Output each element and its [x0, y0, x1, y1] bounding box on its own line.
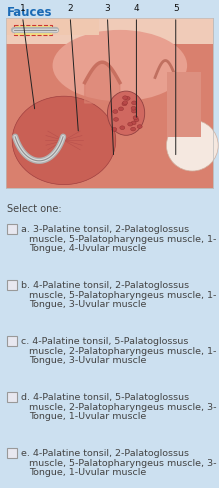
FancyBboxPatch shape: [14, 25, 51, 35]
FancyBboxPatch shape: [7, 280, 17, 290]
FancyBboxPatch shape: [6, 18, 213, 188]
Text: muscle, 2-Palatopharyngeus muscle, 1-: muscle, 2-Palatopharyngeus muscle, 1-: [29, 346, 216, 355]
Text: c. 4-Palatine tonsil, 5-Palatoglossus: c. 4-Palatine tonsil, 5-Palatoglossus: [21, 337, 188, 346]
Ellipse shape: [123, 96, 128, 100]
Ellipse shape: [137, 125, 142, 128]
Ellipse shape: [125, 97, 130, 100]
Text: 1: 1: [20, 4, 25, 13]
Ellipse shape: [112, 127, 117, 131]
Text: a. 3-Palatine tonsil, 2-Palatoglossus: a. 3-Palatine tonsil, 2-Palatoglossus: [21, 225, 189, 234]
Ellipse shape: [128, 122, 133, 126]
Ellipse shape: [113, 110, 118, 113]
Text: 3: 3: [104, 4, 110, 13]
Ellipse shape: [134, 118, 139, 122]
Text: Fauces: Fauces: [7, 6, 53, 19]
Ellipse shape: [118, 107, 124, 111]
Ellipse shape: [131, 106, 136, 110]
Ellipse shape: [114, 118, 118, 122]
Text: muscle, 5-Palatopharyngeus muscle, 1-: muscle, 5-Palatopharyngeus muscle, 1-: [29, 290, 216, 300]
FancyBboxPatch shape: [7, 392, 17, 402]
Polygon shape: [85, 62, 120, 103]
Ellipse shape: [166, 120, 218, 171]
Text: d. 4-Palatine tonsil, 5-Palatoglossus: d. 4-Palatine tonsil, 5-Palatoglossus: [21, 393, 189, 402]
Ellipse shape: [120, 126, 125, 130]
Text: 2: 2: [67, 4, 73, 13]
FancyBboxPatch shape: [168, 72, 201, 137]
FancyBboxPatch shape: [7, 336, 17, 346]
Text: 4: 4: [134, 4, 139, 13]
FancyBboxPatch shape: [6, 18, 213, 43]
FancyBboxPatch shape: [6, 43, 213, 188]
Ellipse shape: [133, 116, 138, 120]
Text: e. 4-Palatine tonsil, 2-Palatoglossus: e. 4-Palatine tonsil, 2-Palatoglossus: [21, 449, 189, 458]
Text: Tongue, 3-Uvular muscle: Tongue, 3-Uvular muscle: [29, 300, 146, 309]
FancyBboxPatch shape: [6, 18, 99, 35]
Ellipse shape: [132, 109, 136, 113]
Ellipse shape: [123, 101, 128, 104]
FancyBboxPatch shape: [7, 224, 17, 234]
Text: Tongue, 4-Uvular muscle: Tongue, 4-Uvular muscle: [29, 244, 146, 253]
Text: Tongue, 1-Uvular muscle: Tongue, 1-Uvular muscle: [29, 468, 146, 477]
Ellipse shape: [122, 102, 127, 106]
Text: muscle, 5-Palatopharyngeus muscle, 1-: muscle, 5-Palatopharyngeus muscle, 1-: [29, 235, 216, 244]
FancyBboxPatch shape: [7, 448, 17, 458]
Ellipse shape: [131, 127, 136, 131]
Text: Select one:: Select one:: [7, 204, 62, 214]
Text: b. 4-Palatine tonsil, 2-Palatoglossus: b. 4-Palatine tonsil, 2-Palatoglossus: [21, 281, 189, 290]
Text: muscle, 5-Palatopharyngeus muscle, 3-: muscle, 5-Palatopharyngeus muscle, 3-: [29, 459, 217, 468]
Text: Tongue, 3-Uvular muscle: Tongue, 3-Uvular muscle: [29, 356, 146, 365]
Ellipse shape: [12, 96, 116, 184]
Text: 5: 5: [173, 4, 179, 13]
Text: Tongue, 1-Uvular muscle: Tongue, 1-Uvular muscle: [29, 412, 146, 421]
Ellipse shape: [131, 121, 136, 125]
Ellipse shape: [53, 30, 187, 102]
Ellipse shape: [132, 101, 137, 105]
Text: muscle, 2-Palatopharyngeus muscle, 3-: muscle, 2-Palatopharyngeus muscle, 3-: [29, 403, 217, 411]
Ellipse shape: [108, 91, 145, 135]
